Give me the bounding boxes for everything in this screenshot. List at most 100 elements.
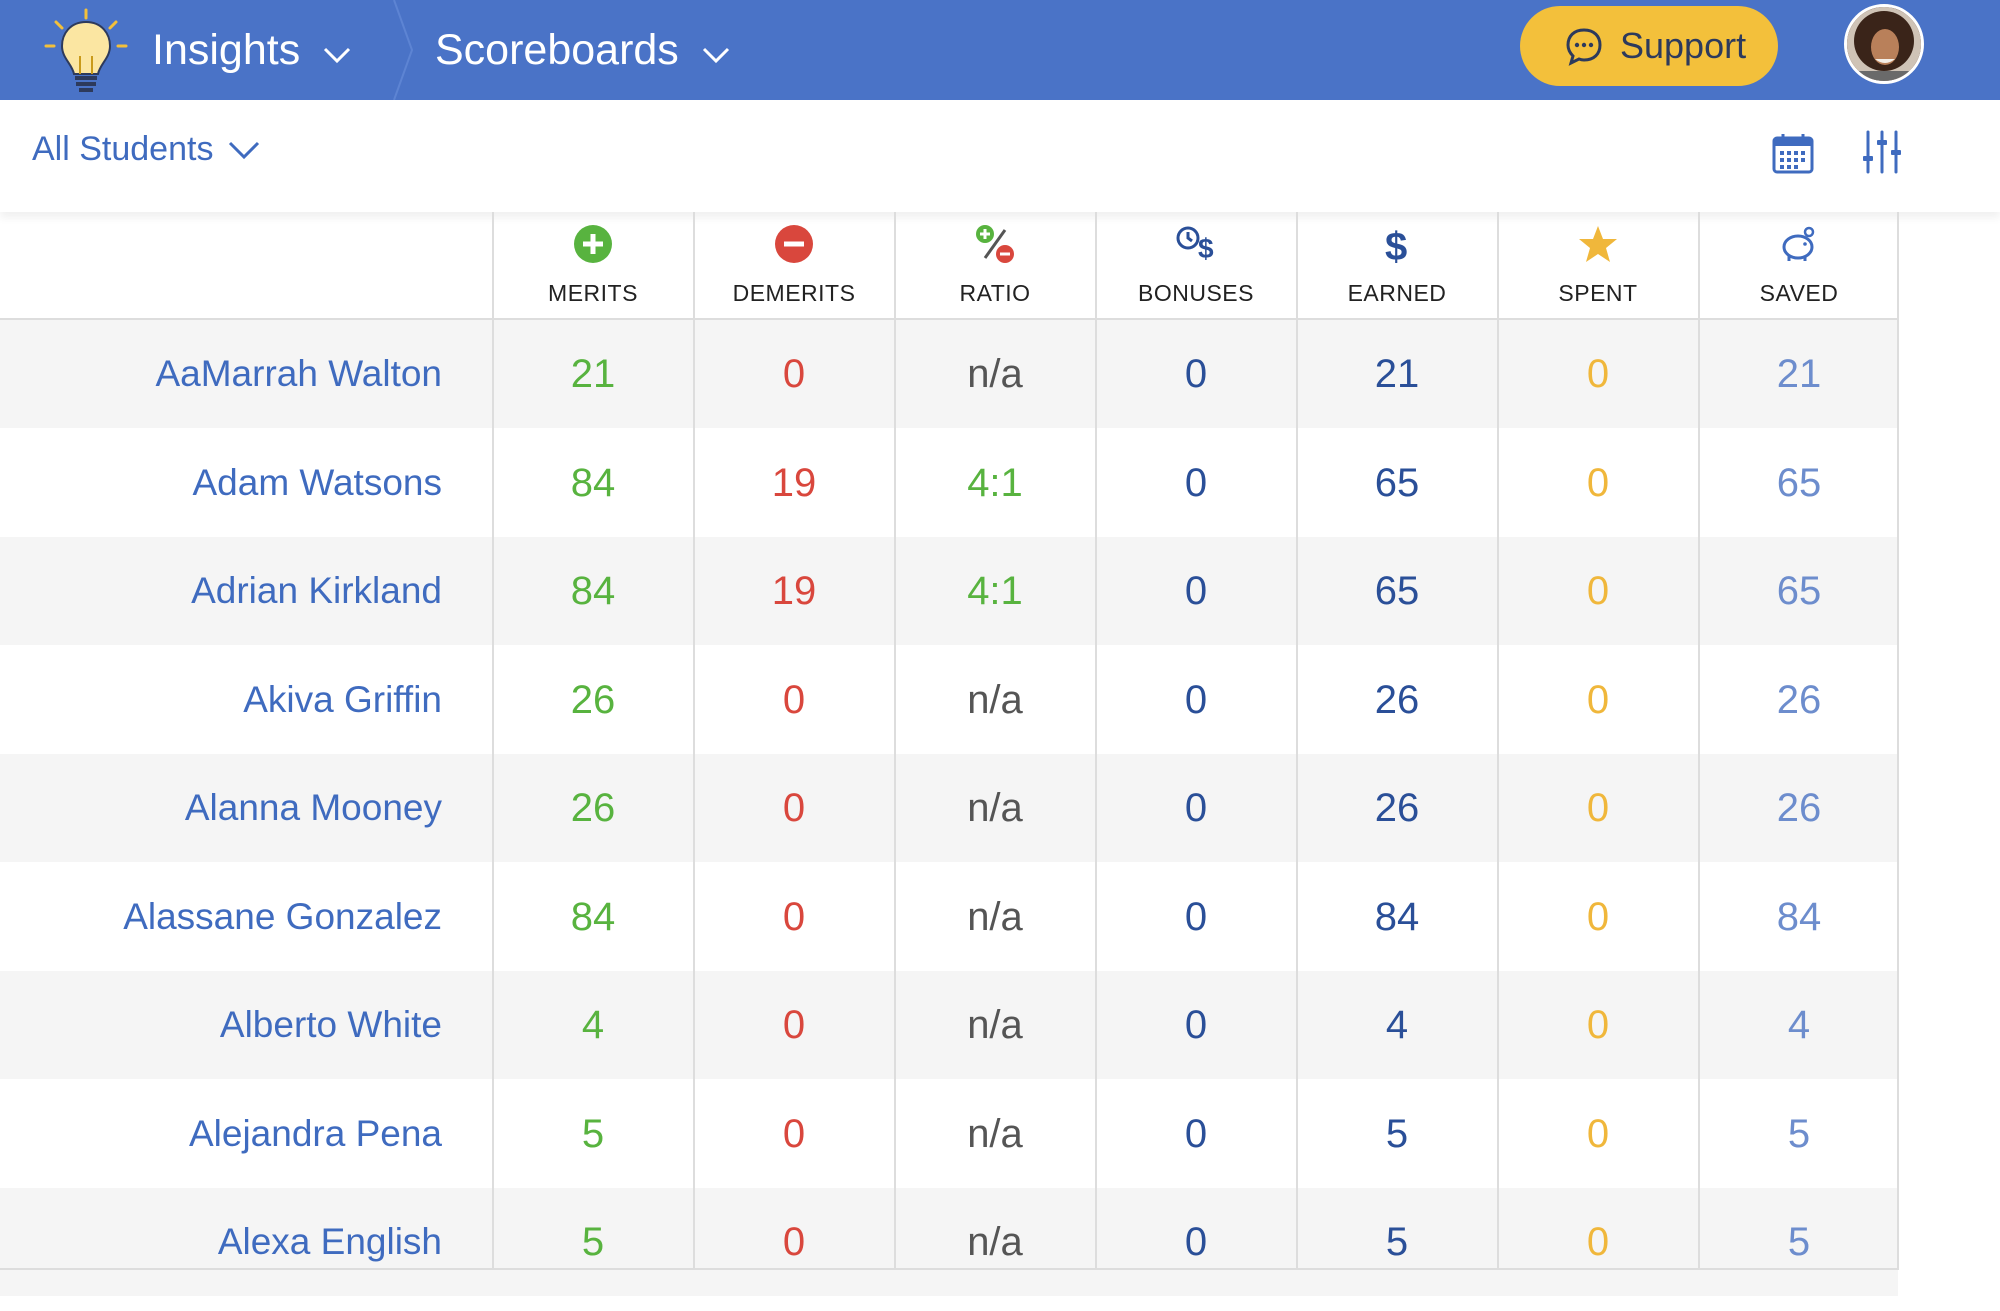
demerits-value: 0 [782, 678, 806, 722]
spent-value: 0 [1586, 461, 1610, 505]
demerits-value: 0 [782, 1003, 806, 1047]
svg-text:$: $ [1385, 225, 1407, 264]
table-row: Alanna Mooney 26 0 n/a 0 26 0 26 [0, 754, 1898, 862]
saved-value: 4 [1787, 1003, 1811, 1047]
bonuses-value: 0 [1184, 569, 1208, 613]
support-label: Support [1620, 25, 1747, 66]
spent-value: 0 [1586, 678, 1610, 722]
lightbulb-icon[interactable] [38, 6, 134, 94]
column-divider [894, 212, 896, 1270]
column-divider [1095, 212, 1097, 1270]
insights-menu[interactable]: Insights [152, 18, 352, 82]
scoreboards-label: Scoreboards [435, 25, 679, 74]
demerits-value: 0 [782, 786, 806, 830]
saved-value: 65 [1776, 569, 1822, 613]
demerits-value: 0 [782, 352, 806, 396]
column-header-earned[interactable]: $ EARNED [1297, 212, 1497, 320]
demerits-value: 0 [782, 1220, 806, 1264]
student-name-link[interactable]: Alassane Gonzalez [123, 896, 442, 937]
chevron-down-icon [227, 130, 261, 169]
merits-value: 5 [581, 1220, 605, 1264]
table-row: Adrian Kirkland 84 19 4:1 0 65 0 65 [0, 537, 1898, 645]
star-icon [1578, 224, 1618, 264]
column-label: BONUSES [1138, 280, 1254, 306]
spent-value: 0 [1586, 895, 1610, 939]
students-filter-dropdown[interactable]: All Students [32, 130, 261, 169]
earned-value: 4 [1385, 1003, 1409, 1047]
students-filter-label: All Students [32, 130, 214, 168]
spent-value: 0 [1586, 1220, 1610, 1264]
insights-label: Insights [152, 25, 301, 74]
table-row: Akiva Griffin 26 0 n/a 0 26 0 26 [0, 646, 1898, 754]
table-row: Alexa English 5 0 n/a 0 5 0 5 [0, 1188, 1898, 1296]
spent-value: 0 [1586, 352, 1610, 396]
column-label: MERITS [548, 280, 638, 306]
chevron-down-icon [322, 26, 352, 75]
merits-value: 84 [570, 461, 616, 505]
column-divider [492, 212, 494, 1270]
merits-value: 21 [570, 352, 616, 396]
spent-value: 0 [1586, 569, 1610, 613]
column-header-bonuses[interactable]: $ BONUSES [1096, 212, 1296, 320]
demerits-value: 0 [782, 895, 806, 939]
bonuses-value: 0 [1184, 461, 1208, 505]
merits-value: 84 [570, 569, 616, 613]
column-divider [693, 212, 695, 1270]
demerits-value: 0 [782, 1112, 806, 1156]
merits-value: 5 [581, 1112, 605, 1156]
saved-value: 5 [1787, 1112, 1811, 1156]
column-header-demerits[interactable]: DEMERITS [694, 212, 894, 320]
earned-value: 26 [1374, 786, 1420, 830]
column-header-ratio[interactable]: RATIO [895, 212, 1095, 320]
scoreboards-menu[interactable]: Scoreboards [435, 18, 731, 82]
student-name-link[interactable]: Alejandra Pena [188, 1113, 442, 1154]
column-header-merits[interactable]: MERITS [493, 212, 693, 320]
filter-bar: All Students [0, 100, 2000, 212]
ratio-value: n/a [967, 1220, 1023, 1264]
user-avatar[interactable] [1844, 4, 1924, 84]
ratio-value: n/a [967, 1003, 1023, 1047]
saved-value: 26 [1776, 678, 1822, 722]
column-header-saved[interactable]: SAVED [1699, 212, 1899, 320]
ratio-value: n/a [967, 786, 1023, 830]
merits-value: 84 [570, 895, 616, 939]
student-name-link[interactable]: Alberto White [219, 1004, 442, 1045]
minus-circle-icon [774, 224, 814, 264]
saved-value: 21 [1776, 352, 1822, 396]
bonuses-value: 0 [1184, 895, 1208, 939]
ratio-icon [975, 224, 1015, 264]
merits-value: 4 [581, 1003, 605, 1047]
student-name-link[interactable]: Adam Watsons [192, 462, 443, 503]
student-name-link[interactable]: Alanna Mooney [184, 787, 442, 828]
student-name-link[interactable]: Alexa English [217, 1221, 442, 1262]
bonuses-value: 0 [1184, 1220, 1208, 1264]
table-row: AaMarrah Walton 21 0 n/a 0 21 0 21 [0, 320, 1898, 428]
column-divider [1897, 212, 1899, 1270]
support-button[interactable]: Support [1520, 6, 1778, 86]
column-divider [1698, 212, 1700, 1270]
earned-value: 21 [1374, 352, 1420, 396]
student-name-link[interactable]: Adrian Kirkland [191, 570, 442, 611]
ratio-value: n/a [967, 895, 1023, 939]
earned-value: 5 [1385, 1220, 1409, 1264]
spent-value: 0 [1586, 1003, 1610, 1047]
top-bar: Insights Scoreboards Support [0, 0, 2000, 101]
saved-value: 84 [1776, 895, 1822, 939]
bonus-clock-dollar-icon: $ [1176, 224, 1216, 264]
student-name-link[interactable]: Akiva Griffin [243, 679, 442, 720]
bonuses-value: 0 [1184, 678, 1208, 722]
demerits-value: 19 [771, 461, 817, 505]
ratio-value: n/a [967, 1112, 1023, 1156]
calendar-icon[interactable] [1772, 132, 1814, 174]
column-header-spent[interactable]: SPENT [1498, 212, 1698, 320]
piggy-bank-icon [1779, 224, 1819, 264]
earned-value: 5 [1385, 1112, 1409, 1156]
saved-value: 26 [1776, 786, 1822, 830]
sliders-icon[interactable] [1862, 128, 1902, 176]
ratio-value: 4:1 [967, 569, 1023, 613]
earned-value: 84 [1374, 895, 1420, 939]
dollar-icon: $ [1377, 224, 1417, 269]
column-divider [1497, 212, 1499, 1270]
student-name-link[interactable]: AaMarrah Walton [155, 353, 442, 394]
saved-value: 5 [1787, 1220, 1811, 1264]
